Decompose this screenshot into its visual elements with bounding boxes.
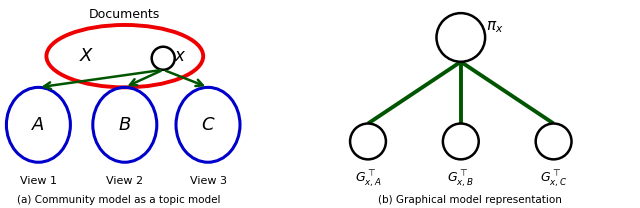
- Text: $G^{\top}_{x,A}$: $G^{\top}_{x,A}$: [355, 168, 381, 189]
- Ellipse shape: [536, 124, 572, 159]
- Text: $B$: $B$: [118, 116, 131, 134]
- Text: View 2: View 2: [106, 176, 143, 186]
- Text: $C$: $C$: [201, 116, 215, 134]
- Ellipse shape: [443, 124, 479, 159]
- Text: View 3: View 3: [189, 176, 227, 186]
- Ellipse shape: [436, 13, 485, 62]
- Text: Documents: Documents: [89, 8, 161, 21]
- Text: $G^{\top}_{x,C}$: $G^{\top}_{x,C}$: [540, 168, 567, 189]
- Text: View 1: View 1: [20, 176, 57, 186]
- Text: (b) Graphical model representation: (b) Graphical model representation: [378, 195, 563, 205]
- Text: (a) Community model as a topic model: (a) Community model as a topic model: [17, 195, 220, 205]
- Text: $G^{\top}_{x,B}$: $G^{\top}_{x,B}$: [447, 168, 474, 189]
- Ellipse shape: [350, 124, 386, 159]
- Ellipse shape: [152, 47, 175, 70]
- Text: $x$: $x$: [174, 47, 186, 65]
- Text: $\pi_x$: $\pi_x$: [486, 19, 504, 35]
- Text: $X$: $X$: [79, 47, 94, 65]
- Text: $A$: $A$: [31, 116, 45, 134]
